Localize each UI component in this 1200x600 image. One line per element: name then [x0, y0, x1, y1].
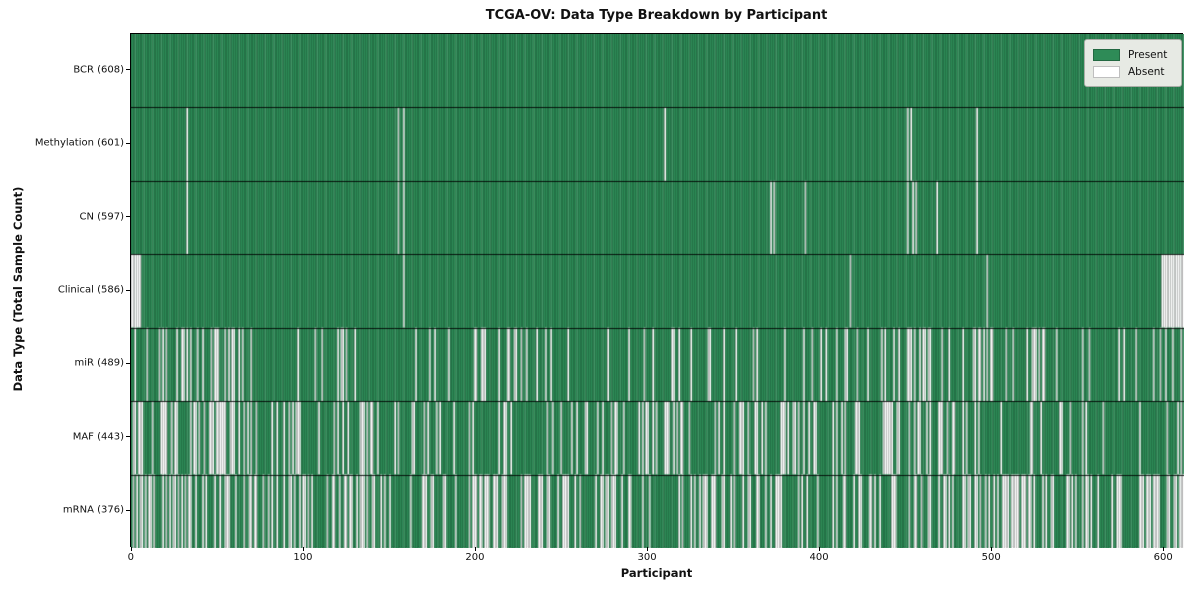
x-tick-label-600: 600 [1153, 552, 1173, 563]
y-tick-mark [126, 362, 130, 364]
x-tick-mark [991, 547, 993, 551]
x-tick-mark [302, 547, 304, 551]
chart-title: TCGA-OV: Data Type Breakdown by Particip… [485, 8, 828, 23]
y-tick-label-bcr: BCR (608) [73, 64, 124, 76]
y-tick-mark [126, 142, 130, 144]
x-tick-label-500: 500 [981, 552, 1001, 563]
x-tick-label-200: 200 [465, 552, 485, 563]
y-tick-label-clinical: Clinical (586) [57, 284, 124, 296]
y-tick-label-methylation: Methylation (601) [34, 137, 124, 149]
plot-area [130, 33, 1184, 548]
y-tick-label-maf: MAF (443) [72, 431, 124, 443]
y-tick-mark [126, 216, 130, 218]
legend-label-present: Present [1128, 48, 1168, 61]
y-tick-label-mrna: mRNA (376) [62, 504, 124, 516]
legend: Present Absent [1084, 39, 1182, 87]
x-tick-mark [819, 547, 821, 551]
x-tick-label-400: 400 [809, 552, 829, 563]
y-tick-mark [126, 69, 130, 71]
heatmap-canvas [131, 34, 1184, 548]
legend-item-absent: Absent [1093, 63, 1173, 80]
y-tick-label-cn: CN (597) [79, 211, 124, 223]
legend-label-absent: Absent [1128, 65, 1165, 78]
y-tick-mark [126, 289, 130, 291]
x-tick-label-300: 300 [637, 552, 657, 563]
legend-swatch-absent-icon [1093, 65, 1120, 78]
y-tick-label-mir: miR (489) [74, 357, 124, 369]
y-tick-mark [126, 436, 130, 438]
y-tick-mark [126, 509, 130, 511]
x-tick-mark [474, 547, 476, 551]
x-tick-label-0: 0 [127, 552, 135, 563]
legend-swatch-present-icon [1093, 48, 1120, 61]
x-tick-mark [130, 547, 132, 551]
x-axis-label: Participant [620, 566, 693, 580]
x-tick-label-100: 100 [293, 552, 313, 563]
x-tick-mark [1163, 547, 1165, 551]
x-tick-mark [647, 547, 649, 551]
legend-item-present: Present [1093, 46, 1173, 63]
